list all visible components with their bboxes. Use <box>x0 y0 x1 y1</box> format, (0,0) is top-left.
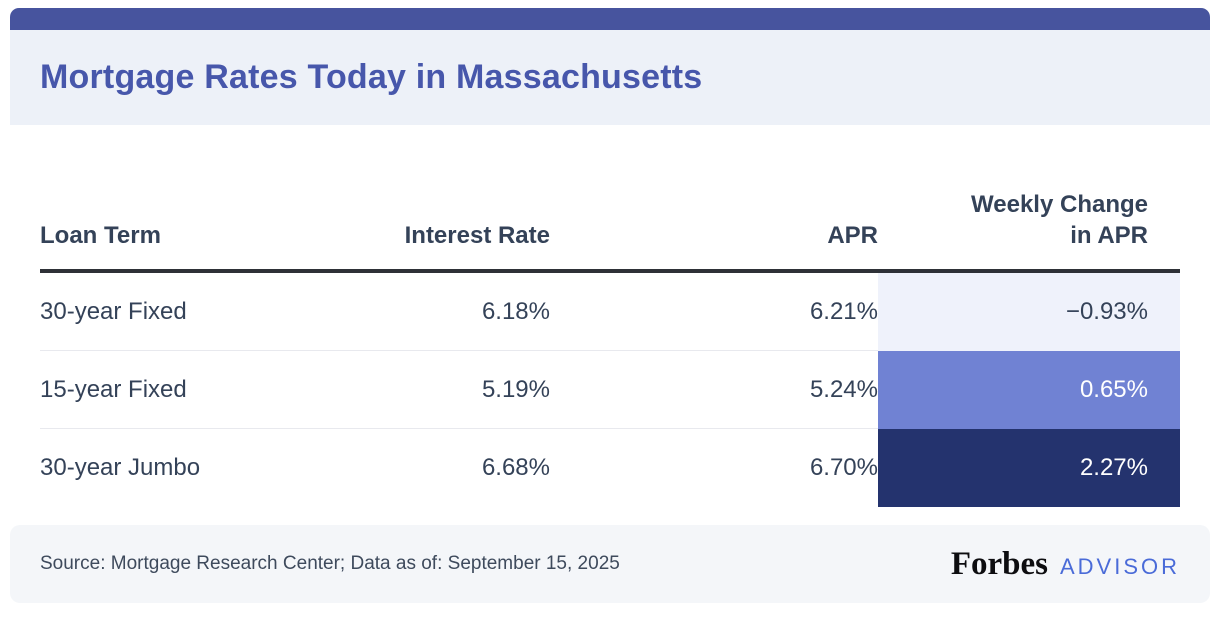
weekly-change-line2: in APR <box>1070 222 1148 250</box>
footer-band: Source: Mortgage Research Center; Data a… <box>10 525 1210 604</box>
infographic-card: Mortgage Rates Today in Massachusetts Lo… <box>10 8 1210 604</box>
table-header-row: Loan Term Interest Rate APR Weekly Chang… <box>40 125 1180 274</box>
weekly-change-line1: Weekly Change <box>971 191 1148 218</box>
table-row: 15-year Fixed 5.19% 5.24% 0.65% <box>40 351 1180 430</box>
column-header-weekly-change: Weekly Change in APR <box>878 189 1180 251</box>
source-note: Source: Mortgage Research Center; Data a… <box>40 553 620 575</box>
column-header-loan-term: Loan Term <box>40 222 161 250</box>
rates-table: Loan Term Interest Rate APR Weekly Chang… <box>40 125 1180 508</box>
top-accent-bar <box>10 8 1210 30</box>
weekly-change-cell: 2.27% <box>878 429 1180 508</box>
loan-term-cell: 30-year Fixed <box>40 273 320 352</box>
table-row: 30-year Fixed 6.18% 6.21% −0.93% <box>40 273 1180 352</box>
column-header-interest-rate: Interest Rate <box>404 222 550 250</box>
loan-term-cell: 15-year Fixed <box>40 351 320 430</box>
forbes-wordmark: Forbes <box>950 545 1048 582</box>
apr-cell: 5.24% <box>550 351 878 430</box>
header-band: Mortgage Rates Today in Massachusetts <box>10 30 1210 125</box>
page-title: Mortgage Rates Today in Massachusetts <box>40 58 703 96</box>
apr-cell: 6.21% <box>550 273 878 352</box>
forbes-advisor-logo: Forbes ADVISOR <box>951 546 1180 583</box>
weekly-change-cell: −0.93% <box>878 273 1180 352</box>
loan-term-cell: 30-year Jumbo <box>40 454 201 482</box>
interest-rate-cell: 6.18% <box>320 273 550 352</box>
weekly-change-cell: 0.65% <box>878 351 1180 430</box>
table-row: 30-year Jumbo 6.68% 6.70% 2.27% <box>40 429 1180 508</box>
column-header-apr: APR <box>827 222 878 250</box>
interest-rate-cell: 5.19% <box>320 351 550 430</box>
apr-cell: 6.70% <box>809 454 878 482</box>
advisor-wordmark: ADVISOR <box>1059 553 1180 579</box>
interest-rate-cell: 6.68% <box>481 454 550 482</box>
